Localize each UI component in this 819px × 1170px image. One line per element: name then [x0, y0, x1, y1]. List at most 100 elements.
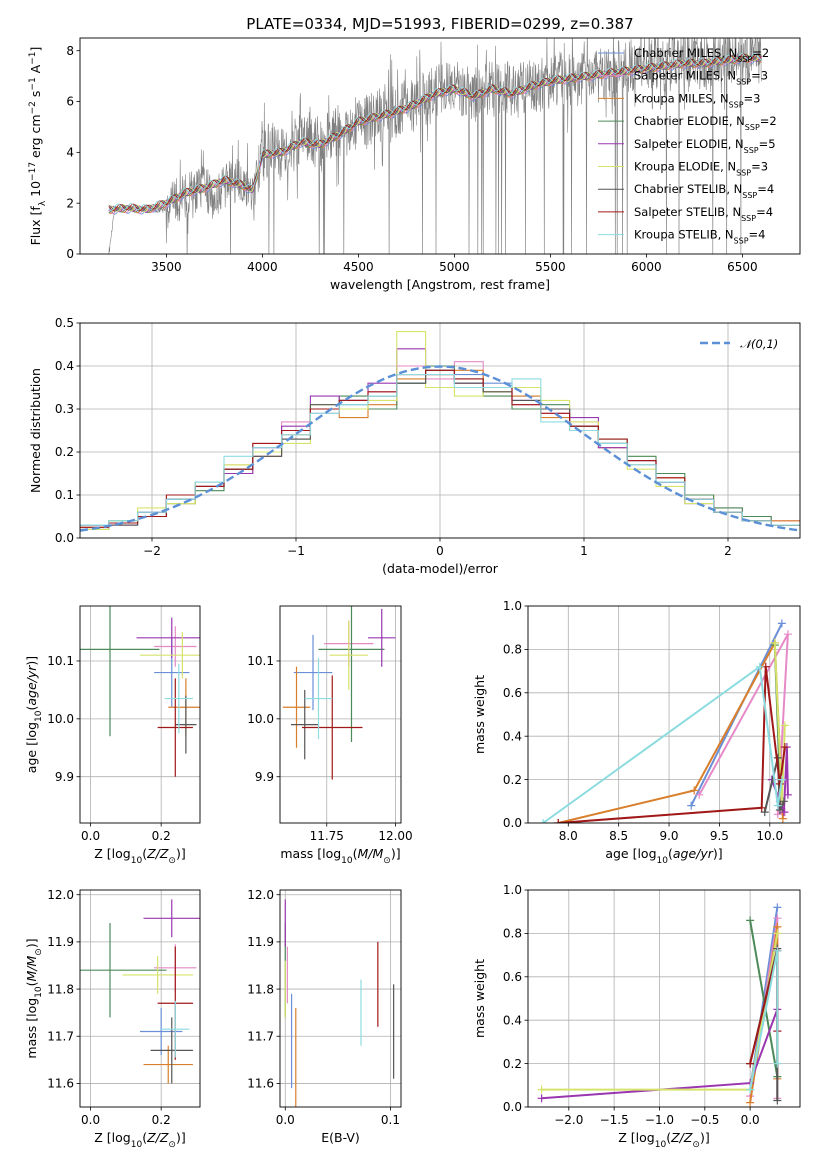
- x-tick-label: 6000: [631, 260, 662, 274]
- y-tick-label: 11.7: [47, 1029, 74, 1043]
- errorbar-point: [368, 608, 396, 667]
- weight-point-marker: [780, 743, 789, 752]
- observed-spectrum-line: [108, 38, 762, 254]
- x-tick-label: 0: [436, 544, 444, 558]
- y-tick-label: 10.1: [247, 654, 274, 668]
- y-tick-label: 2: [66, 196, 74, 210]
- model-spectrum-line: [108, 54, 762, 213]
- z-weight-frame: [527, 889, 801, 1108]
- x-tick-label: 1: [580, 544, 588, 558]
- weight-point-marker: [760, 808, 769, 817]
- weight-point-marker: [757, 803, 766, 812]
- weight-point-marker: [779, 808, 788, 817]
- mass-age-frame: [279, 605, 402, 824]
- residuals-frame: [79, 322, 801, 539]
- spectrum-y-axis-label: Flux [fλ 10−17 erg cm−2 s−1 A−1]: [28, 47, 48, 246]
- y-tick-label: 0.4: [503, 729, 522, 743]
- x-tick-label: −1.5: [600, 1113, 629, 1127]
- y-tick-label: 0.0: [503, 1100, 522, 1114]
- x-tick-label: 9.0: [659, 829, 678, 843]
- y-tick-label: 0.1: [55, 488, 74, 502]
- weight-point-marker: [554, 819, 563, 823]
- y-tick-label: 4: [66, 146, 74, 160]
- y-tick-label: 12.0: [47, 888, 74, 902]
- errorbar-point: [122, 956, 193, 994]
- z-age-x-axis-label: Z [log10(Z/Z⊙)]: [94, 846, 186, 866]
- spectrum-x-axis-label: wavelength [Angstrom, rest frame]: [330, 277, 550, 292]
- z-mass-x-axis-label: Z [log10(Z/Z⊙)]: [94, 1130, 186, 1150]
- z-mass-plot-area: [80, 890, 200, 1107]
- y-tick-label: 8: [66, 44, 74, 58]
- z-age-y-axis-label: age [log10(age/yr)]: [24, 656, 44, 773]
- legend-entry: Kroupa ELODIE, NSSP=3: [634, 160, 768, 178]
- y-tick-label: 11.8: [47, 982, 74, 996]
- errorbar-point: [304, 658, 333, 740]
- weight-point-marker: [687, 801, 696, 810]
- x-tick-label: −1.0: [645, 1113, 674, 1127]
- age-weight-panel: 8.0 8.5 9.0 9.5 10.0 0.0 0.2 0.4 0.6 0.8 1.0 age [l…: [472, 599, 801, 866]
- ebv-mass-frame: [279, 889, 402, 1108]
- z-age-panel: 0.0 0.2 9.9 10.0 10.1 Z [log10(Z/Z⊙)] age [log…: [24, 605, 201, 866]
- mass-age-x-axis-label: mass [log10(M/M⊙)]: [280, 846, 400, 866]
- z-weight-y-axis-label: mass weight: [472, 959, 487, 1038]
- errorbar-point: [150, 1017, 193, 1084]
- weight-point-marker: [783, 790, 792, 799]
- errorbar-point: [161, 1000, 190, 1058]
- z-mass-panel: 0.0 0.2 11.6 11.7 11.8 11.9 12.0 Z [log10(Z/Z⊙)…: [24, 888, 201, 1150]
- legend-entry: Kroupa MILES, NSSP=3: [634, 91, 760, 109]
- errorbar-point: [143, 899, 200, 938]
- y-tick-label: 0.0: [503, 816, 522, 830]
- legend-entry: Salpeter STELIB, NSSP=4: [634, 205, 773, 223]
- y-tick-label: 0.6: [503, 686, 522, 700]
- residuals-y-axis-label: Normed distribution: [28, 368, 43, 493]
- weight-point-marker: [539, 819, 548, 823]
- errorbar-point: [80, 923, 167, 1018]
- y-tick-label: 0.8: [503, 643, 522, 657]
- ebv-mass-plot-area: [280, 890, 401, 1107]
- y-tick-label: 0.3: [55, 402, 74, 416]
- legend-entry: Chabrier STELIB, NSSP=4: [634, 182, 774, 200]
- y-tick-label: 10.0: [47, 712, 74, 726]
- age-weight-plot-area: [528, 606, 800, 823]
- x-tick-label: 8.5: [609, 829, 628, 843]
- x-tick-label: 12.00: [378, 829, 412, 843]
- y-tick-label: 0.4: [55, 359, 74, 373]
- y-tick-label: 0.2: [55, 445, 74, 459]
- spectrum-legend: Chabrier MILES, NSSP=2 Salpeter MILES, NS…: [598, 46, 777, 245]
- y-tick-label: 11.6: [247, 1077, 274, 1091]
- y-tick-label: 11.6: [47, 1077, 74, 1091]
- z-age-plot-area: [80, 606, 200, 823]
- model-spectrum-line: [108, 53, 762, 212]
- weight-point-marker: [695, 790, 704, 799]
- x-tick-label: 6500: [727, 260, 758, 274]
- errorbar-point: [282, 666, 311, 748]
- spectrum-panel: 3500 4000 4500 5000 5500 6000 6500 0 2 4 6 8 wavelen…: [28, 37, 801, 292]
- weight-point-marker: [773, 801, 782, 810]
- x-tick-label: 0.0: [81, 829, 100, 843]
- legend-entry: Salpeter ELODIE, NSSP=5: [634, 137, 776, 155]
- y-tick-label: 6: [66, 95, 74, 109]
- weight-point-marker: [780, 721, 789, 730]
- errorbar-point: [318, 606, 385, 742]
- errorbar-point: [136, 617, 200, 659]
- weight-line: [698, 633, 789, 816]
- y-tick-label: 1.0: [503, 883, 522, 897]
- weight-point-marker: [773, 946, 782, 955]
- y-tick-label: 0.8: [503, 927, 522, 941]
- errorbar-point: [140, 632, 200, 679]
- z-weight-panel: −2.0 −1.5 −1.0 −0.5 0.0 0.0 0.2 0.4 0.6 0.8 1.0 Z […: [472, 883, 801, 1150]
- z-weight-x-axis-label: Z [log10(Z/Z⊙)]: [618, 1130, 710, 1150]
- errorbar-point: [329, 620, 368, 690]
- residual-histogram: [80, 374, 800, 526]
- z-weight-plot-area: [528, 890, 800, 1107]
- y-tick-label: 10.1: [47, 654, 74, 668]
- weight-point-marker: [779, 797, 788, 806]
- spectrum-frame: [79, 37, 801, 255]
- x-tick-label: 8.0: [559, 829, 578, 843]
- ebv-mass-panel: 0.0 0.1 11.6 11.7 11.8 11.9 12.0 E(B-V): [247, 888, 402, 1145]
- weight-point-marker: [746, 1098, 755, 1107]
- x-tick-label: 0.1: [381, 1113, 400, 1127]
- y-tick-label: 0.6: [503, 970, 522, 984]
- errorbar-point: [291, 689, 319, 760]
